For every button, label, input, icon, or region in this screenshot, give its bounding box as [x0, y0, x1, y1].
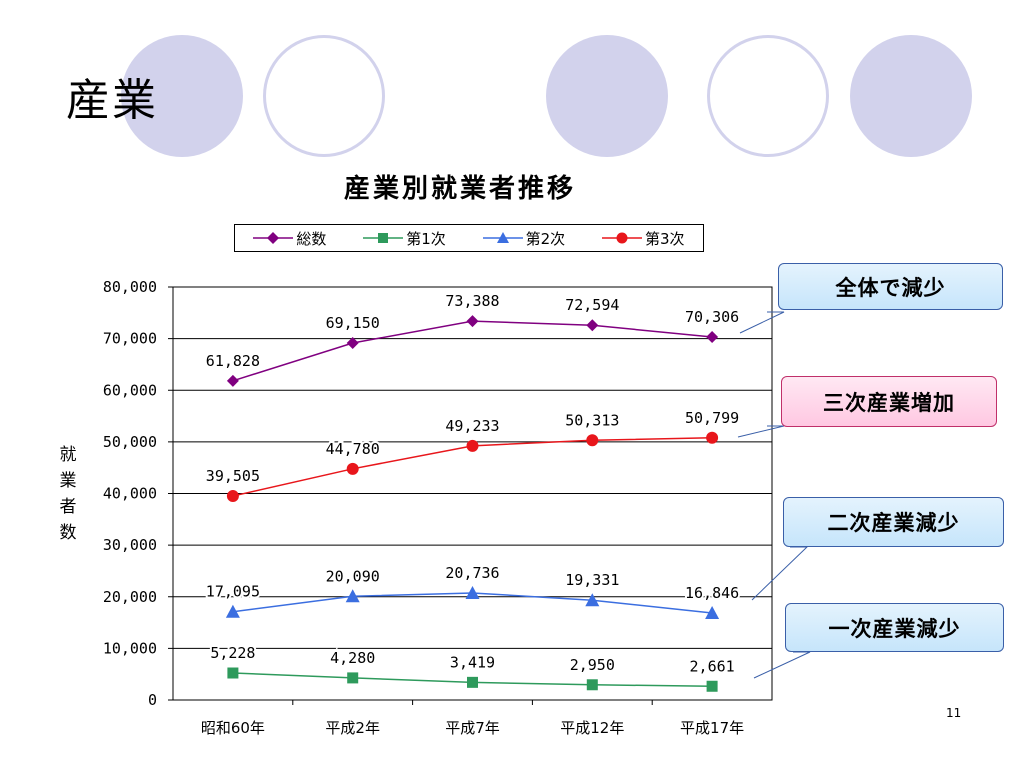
y-tick-label: 80,000: [103, 278, 157, 296]
callout-secondary-decrease: 二次産業減少: [783, 497, 1004, 547]
data-label-secondary: 16,846: [685, 584, 739, 602]
decor-circle-4: [707, 35, 829, 157]
y-tick-label: 40,000: [103, 485, 157, 503]
callout-pointer-total: [739, 311, 785, 334]
data-label-tertiary: 50,313: [565, 411, 619, 429]
data-point-total: [226, 374, 239, 387]
data-point-secondary: [705, 606, 720, 620]
data-point-tertiary: [706, 431, 719, 444]
legend-label-primary: 第1次: [406, 229, 446, 248]
x-tick-label: 平成17年: [680, 719, 744, 737]
data-point-tertiary: [346, 462, 359, 475]
callout-tertiary-increase: 三次産業増加: [781, 376, 997, 427]
diamond-marker-icon: [253, 232, 294, 244]
data-label-secondary: 20,736: [445, 564, 499, 582]
page-number: 11: [946, 706, 962, 720]
data-label-total: 61,828: [206, 352, 260, 370]
circle-marker-icon: [602, 232, 642, 244]
x-tick-label: 昭和60年: [201, 719, 265, 737]
decor-circle-3: [546, 35, 668, 157]
y-axis-title: 就 業 者 数: [56, 442, 80, 546]
y-axis-title-char: 者: [59, 497, 77, 517]
legend-item-total: 総数: [253, 228, 326, 249]
data-point-tertiary: [466, 439, 479, 452]
legend-label-secondary: 第2次: [525, 229, 566, 248]
data-point-total: [346, 337, 359, 350]
legend-item-primary: 第1次: [363, 228, 446, 249]
data-label-tertiary: 44,780: [326, 440, 380, 458]
chart-title: 産業別就業者推移: [343, 174, 576, 204]
data-point-secondary: [465, 585, 480, 599]
y-axis-title-char: 業: [59, 471, 77, 491]
triangle-marker-icon: [482, 232, 523, 243]
data-point-primary: [586, 679, 598, 691]
legend-label-total: 総数: [296, 229, 327, 248]
data-label-total: 70,306: [685, 308, 739, 326]
data-point-primary: [227, 667, 239, 679]
data-label-secondary: 20,090: [326, 567, 380, 585]
data-point-total: [586, 319, 599, 332]
callout-pointer-secondary: [751, 546, 809, 601]
data-point-primary: [347, 672, 359, 684]
data-label-total: 69,150: [326, 314, 380, 332]
x-tick-label: 平成7年: [445, 719, 500, 737]
chart-legend: 総数 第1次 第2次 第3次: [234, 224, 704, 252]
decor-circle-5: [850, 35, 972, 157]
data-label-tertiary: 50,799: [685, 409, 739, 427]
callout-primary-decrease: 一次産業減少: [785, 603, 1004, 652]
data-label-primary: 3,419: [450, 653, 495, 671]
y-tick-label: 60,000: [103, 381, 157, 399]
y-tick-label: 20,000: [103, 588, 157, 606]
decor-circle-2: [263, 35, 385, 157]
callout-total-decrease: 全体で減少: [778, 263, 1003, 310]
y-axis-title-char: 就: [59, 445, 77, 465]
y-tick-label: 50,000: [103, 433, 157, 451]
data-label-primary: 2,950: [570, 656, 615, 674]
data-point-total: [706, 331, 719, 344]
callout-pointer-primary: [753, 651, 811, 679]
data-point-tertiary: [586, 434, 599, 447]
data-label-tertiary: 49,233: [445, 417, 499, 435]
data-label-secondary: 19,331: [565, 571, 619, 589]
data-label-total: 72,594: [565, 296, 619, 314]
y-tick-label: 70,000: [103, 330, 157, 348]
data-point-total: [466, 315, 479, 328]
legend-item-secondary: 第2次: [482, 228, 566, 249]
data-point-tertiary: [226, 490, 239, 503]
data-label-primary: 2,661: [690, 657, 735, 675]
data-point-primary: [467, 676, 478, 688]
data-label-secondary: 17,095: [206, 583, 260, 601]
slide-title: 産業: [66, 75, 158, 126]
y-tick-label: 10,000: [103, 639, 157, 657]
x-tick-label: 平成12年: [560, 719, 624, 737]
y-tick-label: 0: [148, 691, 157, 709]
y-axis-title-char: 数: [59, 523, 77, 543]
data-label-total: 73,388: [445, 292, 499, 310]
legend-item-tertiary: 第3次: [602, 228, 685, 249]
data-point-primary: [706, 680, 718, 692]
y-tick-label: 30,000: [103, 536, 157, 554]
decor-circle-1: [121, 35, 243, 157]
data-point-secondary: [225, 604, 240, 618]
data-label-primary: 5,228: [210, 644, 255, 662]
data-label-primary: 4,280: [330, 649, 375, 667]
x-tick-label: 平成2年: [325, 719, 380, 737]
data-label-tertiary: 39,505: [206, 467, 260, 485]
data-point-secondary: [585, 593, 600, 607]
data-point-secondary: [345, 589, 360, 603]
legend-label-tertiary: 第3次: [645, 229, 685, 248]
square-marker-icon: [363, 233, 404, 243]
